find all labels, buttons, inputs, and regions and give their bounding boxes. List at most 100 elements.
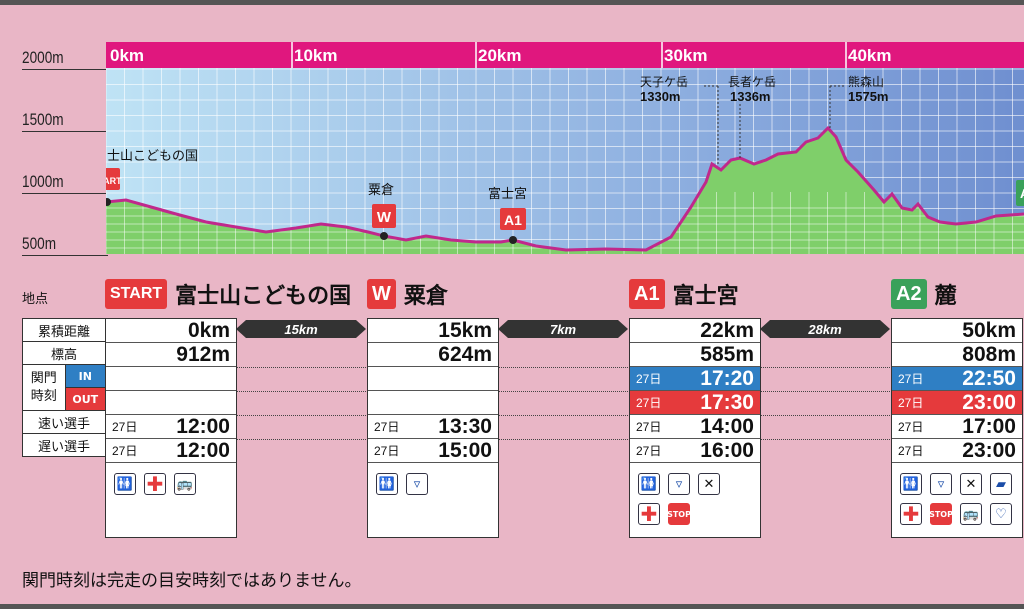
site-badge-awakura: W xyxy=(377,209,392,226)
row-divider xyxy=(498,391,628,392)
site-badge-fujinomiya: A1 xyxy=(504,212,522,228)
profile-sites: 富士山こどもの国 START 粟倉 W 富士宮 A1 A xyxy=(106,148,1024,244)
km-label-0: 0km xyxy=(110,46,144,65)
a1-badge: A1 xyxy=(629,279,665,309)
start-distance: 0km xyxy=(106,319,236,343)
label-distance: 累積距離 xyxy=(22,318,106,342)
row-divider xyxy=(236,415,366,416)
food-icon: ✕ xyxy=(698,473,720,495)
column-a1: 22km 585m 27日 17:20 27日 17:30 27日 14:00 27日… xyxy=(629,318,761,538)
site-label-fujinomiya: 富士宮 xyxy=(488,186,527,202)
top-border xyxy=(0,0,1024,5)
row-divider xyxy=(498,439,628,440)
y-tick-line xyxy=(22,255,108,256)
w-in xyxy=(368,367,498,391)
elevation-profile-chart: 0km 10km 20km 30km 40km 天子ケ岳 1330m 長者ケ岳 … xyxy=(106,42,1024,254)
toilet-icon: 🚻 xyxy=(376,473,398,495)
label-gate: 関門 時刻 xyxy=(22,364,66,411)
handshake-icon: ♡ xyxy=(990,503,1012,525)
row-divider xyxy=(236,439,366,440)
segment-a1-a2: 28km xyxy=(760,320,890,338)
water-cup-icon: ▿ xyxy=(668,473,690,495)
w-name: 粟倉 xyxy=(403,284,448,309)
w-badge: W xyxy=(367,279,396,309)
peak-name-choja: 長者ケ岳 xyxy=(728,75,776,89)
y-label-1500: 1500m xyxy=(22,110,64,129)
a2-name: 麓 xyxy=(934,284,957,309)
km-label-30: 30km xyxy=(664,46,707,65)
a1-fast: 27日 14:00 xyxy=(630,415,760,439)
a2-distance: 50km xyxy=(892,319,1022,343)
elevation-line xyxy=(106,125,1024,252)
y-label-2000: 2000m xyxy=(22,48,64,67)
ground-fill xyxy=(106,128,1024,254)
row-divider xyxy=(760,415,890,416)
a2-slow: 27日 23:00 xyxy=(892,439,1022,463)
a2-out: 27日 23:00 xyxy=(892,391,1022,415)
start-fast: 27日 12:00 xyxy=(106,415,236,439)
point-header-label: 地点 xyxy=(22,292,49,307)
point-w-title: W 粟倉 xyxy=(367,278,448,310)
start-name: 富士山こどもの国 xyxy=(175,284,352,309)
w-out xyxy=(368,391,498,415)
peak-elev-tenshi: 1330m xyxy=(640,89,680,104)
y-tick-line xyxy=(22,69,108,70)
row-divider xyxy=(498,415,628,416)
y-label-1000: 1000m xyxy=(22,172,64,191)
toilet-icon: 🚻 xyxy=(638,473,660,495)
label-slow: 遅い選手 xyxy=(22,433,106,457)
a2-fast: 27日 17:00 xyxy=(892,415,1022,439)
peak-labels: 天子ケ岳 1330m 長者ケ岳 1336m 熊森山 1575m xyxy=(640,74,888,164)
w-slow: 27日 15:00 xyxy=(368,439,498,463)
row-divider xyxy=(760,439,890,440)
site-label-start: 富士山こどもの国 xyxy=(106,148,198,164)
peak-elev-choja: 1336m xyxy=(730,89,770,104)
a1-out: 27日 17:30 xyxy=(630,391,760,415)
point-a2-title: A2 麓 xyxy=(891,278,957,310)
start-out xyxy=(106,391,236,415)
column-a2: 50km 808m 27日 22:50 27日 23:00 27日 17:00 27日… xyxy=(891,318,1023,538)
first-aid-icon: ✚ xyxy=(144,472,166,496)
peak-elev-kumamori: 1575m xyxy=(848,89,888,104)
km-label-20: 20km xyxy=(478,46,521,65)
a1-slow: 27日 16:00 xyxy=(630,439,760,463)
y-label-500: 500m xyxy=(22,234,57,253)
km-labels: 0km 10km 20km 30km 40km xyxy=(110,42,891,68)
km-label-40: 40km xyxy=(848,46,891,65)
start-badge: START xyxy=(105,279,168,309)
row-divider xyxy=(498,367,628,368)
start-in xyxy=(106,367,236,391)
label-in: IN xyxy=(64,364,107,388)
segment-start-w: 15km xyxy=(236,320,366,338)
sleep-icon: ▰ xyxy=(990,473,1012,495)
a2-badge: A2 xyxy=(891,279,927,309)
stop-icon: STOP xyxy=(667,503,691,525)
site-badge-a2: A xyxy=(1020,186,1024,201)
a2-in: 27日 22:50 xyxy=(892,367,1022,391)
row-divider xyxy=(236,391,366,392)
a2-elevation: 808m xyxy=(892,343,1022,367)
food-icon: ✕ xyxy=(960,473,982,495)
a1-name: 富士宮 xyxy=(672,284,739,309)
segment-w-a1: 7km xyxy=(498,320,628,338)
row-divider xyxy=(760,391,890,392)
water-cup-icon: ▿ xyxy=(406,473,428,495)
water-cup-icon: ▿ xyxy=(930,473,952,495)
bottom-border xyxy=(0,604,1024,609)
km-axis-band xyxy=(106,42,1024,68)
peak-name-kumamori: 熊森山 xyxy=(848,74,884,89)
km-label-10: 10km xyxy=(294,46,337,65)
toilet-icon: 🚻 xyxy=(900,473,922,495)
row-label-table: 累積距離 標高 関門 時刻 IN OUT 速い選手 遅い選手 xyxy=(22,318,107,457)
y-tick-line xyxy=(22,131,108,132)
label-fast: 速い選手 xyxy=(22,410,106,434)
toilet-icon: 🚻 xyxy=(114,473,136,495)
site-label-awakura: 粟倉 xyxy=(368,183,394,198)
bus-icon: 🚌 xyxy=(174,473,196,495)
first-aid-icon: ✚ xyxy=(638,502,660,526)
first-aid-icon: ✚ xyxy=(900,502,922,526)
footnote: 関門時刻は完走の目安時刻ではありません。 xyxy=(22,571,362,591)
point-a1-title: A1 富士宮 xyxy=(629,278,739,310)
a1-distance: 22km xyxy=(630,319,760,343)
y-tick-line xyxy=(22,193,108,194)
